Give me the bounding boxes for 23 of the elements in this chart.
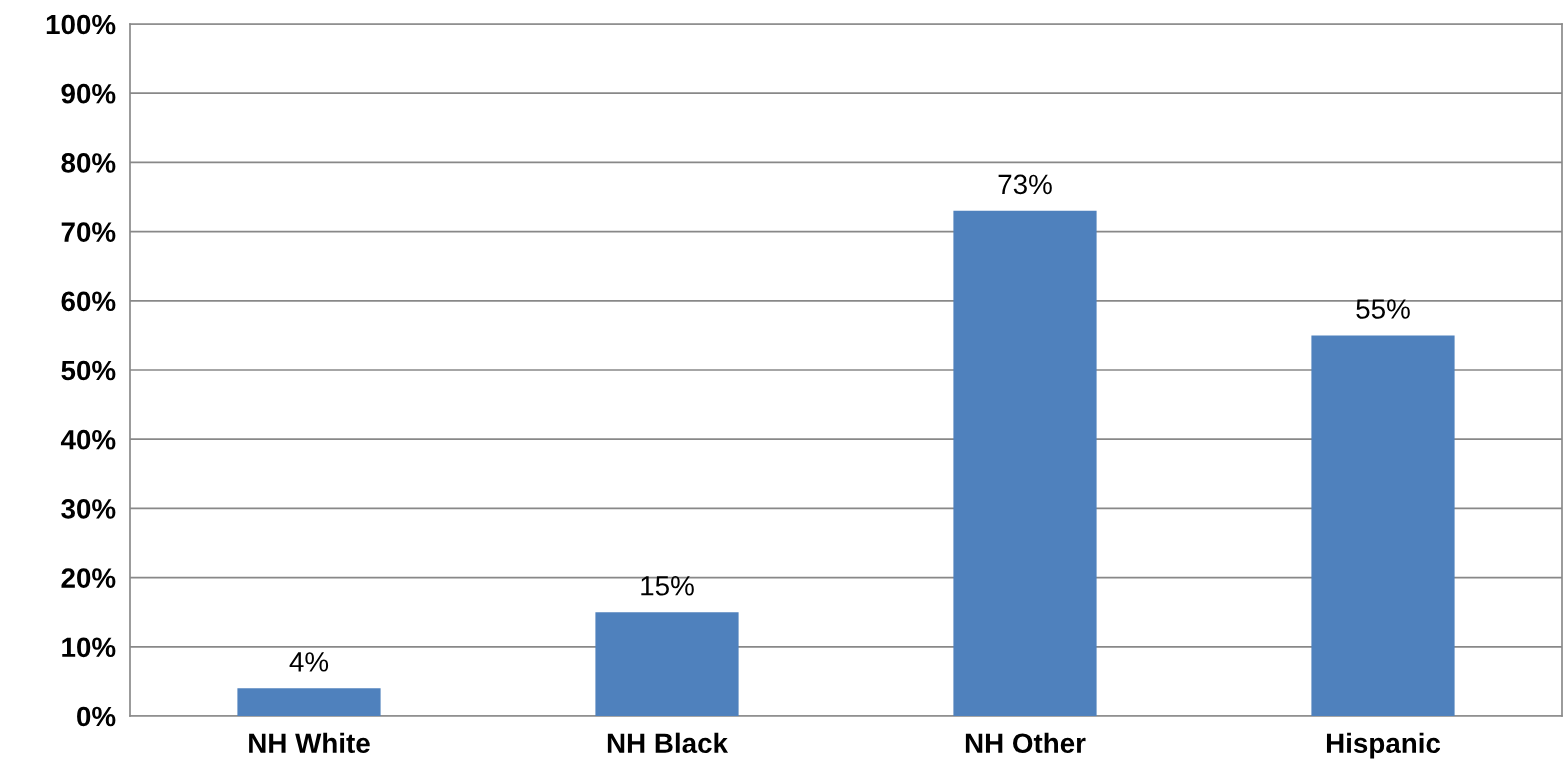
x-tick-label: NH Black [607, 732, 729, 754]
y-tick-label: 10% [62, 637, 116, 658]
bar [1311, 335, 1455, 716]
data-label: 15% [641, 576, 694, 596]
data-label: 55% [1356, 299, 1410, 319]
y-tick-label: 90% [61, 83, 116, 104]
data-label: 4% [289, 652, 329, 672]
data-label: 73% [998, 174, 1052, 195]
y-tick-label: 70% [61, 222, 116, 242]
y-tick-label: 50% [61, 360, 116, 381]
bar [953, 210, 1097, 716]
y-tick-label: 100% [46, 14, 116, 35]
x-tick-label: NH Other [965, 732, 1086, 754]
y-tick-label: 30% [61, 499, 116, 519]
y-tick-label: 20% [61, 568, 116, 588]
bar [595, 612, 739, 716]
y-tick-label: 40% [60, 429, 116, 450]
x-tick-label: Hispanic [1326, 732, 1441, 759]
y-tick-label: 0% [77, 706, 116, 727]
y-tick-label: 80% [61, 153, 116, 173]
bar [237, 688, 381, 716]
y-tick-label: 60% [61, 291, 116, 312]
x-tick-label: NH White [249, 732, 370, 754]
